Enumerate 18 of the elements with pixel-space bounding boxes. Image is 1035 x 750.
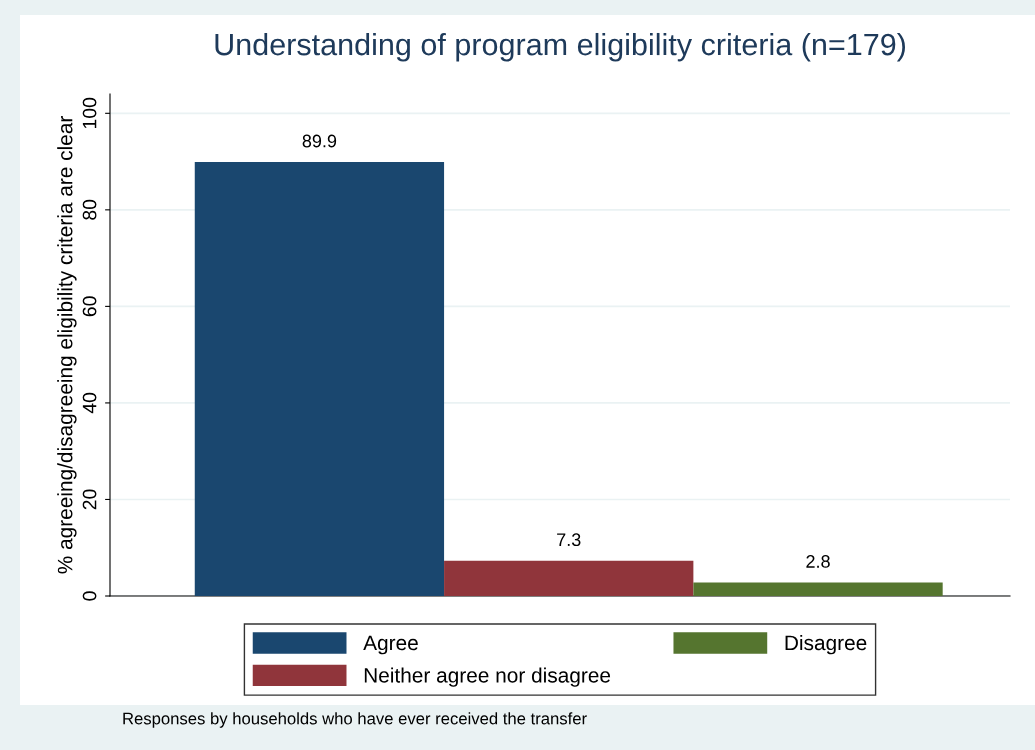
- bar: [194, 162, 445, 596]
- data-label: 89.9: [302, 134, 337, 148]
- legend-label: Agree: [363, 635, 418, 655]
- text: Responses by households who have ever received the transfer: [123, 712, 587, 728]
- y-tick-label: 80: [82, 199, 97, 220]
- y-tick-label: 20: [82, 489, 97, 510]
- y-tick-label: 60: [82, 296, 97, 317]
- chart-title: Understanding of program eligibility criteria (n=179): [215, 32, 906, 62]
- y-tick-label: 40: [82, 392, 97, 414]
- bar: [693, 582, 943, 596]
- legend-label: Neither agree nor disagree: [364, 667, 611, 687]
- data-label: 2.8: [806, 555, 830, 568]
- legend-label: Disagree: [785, 634, 867, 655]
- y-tick-label: 0: [82, 591, 97, 601]
- data-label: 7.3: [557, 533, 581, 547]
- y-tick-label: 100: [82, 97, 97, 129]
- bar: [444, 560, 694, 596]
- y-axis-title: % agreeing/disagreeing eligibility criteria are clear: [57, 116, 77, 574]
